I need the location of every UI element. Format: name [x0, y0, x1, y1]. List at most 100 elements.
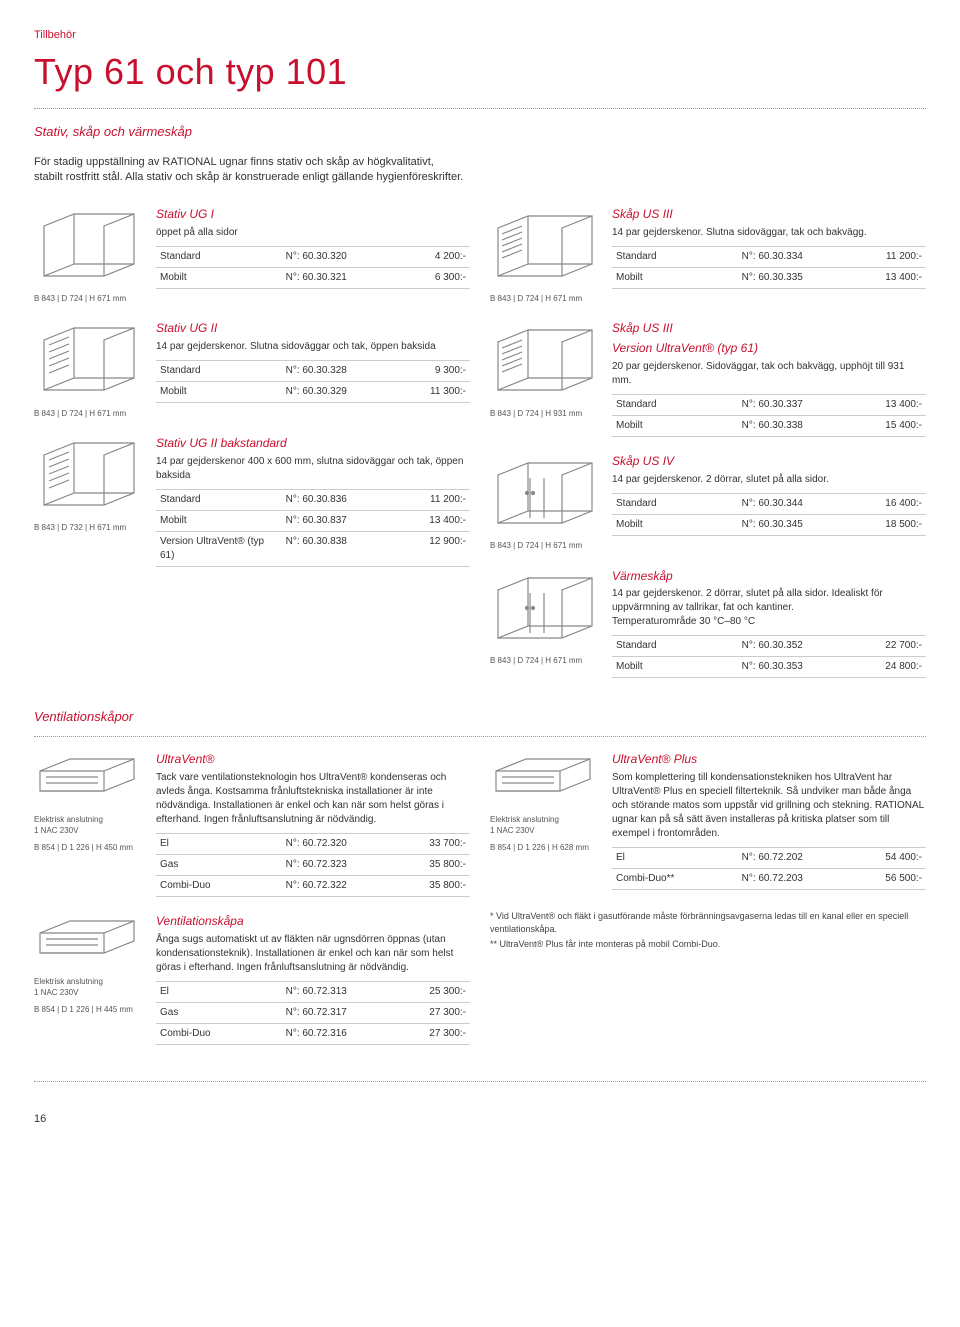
price-value: 11 200:- [395, 489, 470, 510]
divider [34, 736, 926, 737]
price-row: Version UltraVent® (typ 61) N°: 60.30.83… [156, 531, 470, 566]
price-row: El N°: 60.72.202 54 400:- [612, 848, 926, 869]
price-row: Standard N°: 60.30.334 11 200:- [612, 246, 926, 267]
price-row: Combi-Duo** N°: 60.72.203 56 500:- [612, 869, 926, 890]
product-dimensions: B 843 | D 724 | H 931 mm [490, 408, 600, 419]
article-number: N°: 60.72.313 [282, 982, 395, 1003]
price-value: 13 400:- [851, 394, 926, 415]
price-value: 54 400:- [851, 848, 926, 869]
price-value: 22 700:- [851, 636, 926, 657]
article-number: N°: 60.72.317 [282, 1003, 395, 1024]
variant-label: Standard [612, 493, 738, 514]
price-table: El N°: 60.72.202 54 400:- Combi-Duo** N°… [612, 847, 926, 890]
product-entry: B 843 | D 724 | H 671 mm Skåp US III 14 … [490, 206, 926, 305]
section-subtitle: Stativ, skåp och värmeskåp [34, 123, 926, 141]
price-row: Standard N°: 60.30.328 9 300:- [156, 361, 470, 382]
variant-label: Gas [156, 1003, 282, 1024]
article-number: N°: 60.72.202 [738, 848, 851, 869]
product-illustration: B 843 | D 732 | H 671 mm [34, 435, 144, 567]
price-value: 27 300:- [395, 1024, 470, 1045]
product-illustration: B 843 | D 724 | H 671 mm [490, 568, 600, 679]
product-title: Skåp US III [612, 206, 926, 223]
price-row: Mobilt N°: 60.30.837 13 400:- [156, 510, 470, 531]
price-value: 4 200:- [395, 246, 470, 267]
footnote-line: * Vid UltraVent® och fläkt i gasutförand… [490, 910, 926, 935]
price-table: Standard N°: 60.30.344 16 400:- Mobilt N… [612, 493, 926, 536]
ventilation-title-item: UltraVent® [156, 751, 470, 768]
product-dimensions: B 843 | D 724 | H 671 mm [34, 293, 144, 304]
variant-label: Standard [612, 394, 738, 415]
variant-label: Mobilt [612, 415, 738, 436]
variant-label: Mobilt [612, 267, 738, 288]
variant-label: El [156, 982, 282, 1003]
electrical-meta: Elektrisk anslutning1 NAC 230V [34, 976, 144, 998]
ventilation-title-item: UltraVent® Plus [612, 751, 926, 768]
variant-label: Mobilt [612, 657, 738, 678]
price-row: Mobilt N°: 60.30.335 13 400:- [612, 267, 926, 288]
article-number: N°: 60.72.316 [282, 1024, 395, 1045]
article-number: N°: 60.30.836 [282, 489, 395, 510]
electrical-meta: Elektrisk anslutning1 NAC 230V [490, 814, 600, 836]
price-table: Standard N°: 60.30.836 11 200:- Mobilt N… [156, 489, 470, 567]
price-row: El N°: 60.72.320 33 700:- [156, 834, 470, 855]
product-illustration: B 843 | D 724 | H 671 mm [490, 206, 600, 305]
product-entry: B 843 | D 732 | H 671 mm Stativ UG II ba… [34, 435, 470, 567]
product-illustration: B 843 | D 724 | H 671 mm [34, 320, 144, 419]
price-row: Mobilt N°: 60.30.329 11 300:- [156, 382, 470, 403]
price-value: 18 500:- [851, 514, 926, 535]
product-description: öppet på alla sidor [156, 226, 470, 240]
price-row: Combi-Duo N°: 60.72.316 27 300:- [156, 1024, 470, 1045]
price-table: Standard N°: 60.30.320 4 200:- Mobilt N°… [156, 246, 470, 289]
product-entry: B 843 | D 724 | H 671 mm Skåp US IV 14 p… [490, 453, 926, 552]
variant-label: Standard [156, 489, 282, 510]
product-title: Skåp US III [612, 320, 926, 337]
ventilation-entry: Elektrisk anslutning1 NAC 230V B 854 | D… [490, 751, 926, 890]
variant-label: Combi-Duo [156, 1024, 282, 1045]
product-entry: B 843 | D 724 | H 931 mm Skåp US III Ver… [490, 320, 926, 437]
product-title: Stativ UG II bakstandard [156, 435, 470, 452]
article-number: N°: 60.30.334 [738, 246, 851, 267]
article-number: N°: 60.30.345 [738, 514, 851, 535]
variant-label: Mobilt [612, 514, 738, 535]
ventilation-entry: Elektrisk anslutning1 NAC 230V B 854 | D… [34, 913, 470, 1045]
price-value: 25 300:- [395, 982, 470, 1003]
ventilation-illustration: Elektrisk anslutning1 NAC 230V B 854 | D… [34, 751, 144, 897]
price-table: Standard N°: 60.30.334 11 200:- Mobilt N… [612, 246, 926, 289]
intro-text: För stadig uppställning av RATIONAL ugna… [34, 155, 464, 186]
product-illustration: B 843 | D 724 | H 671 mm [490, 453, 600, 552]
variant-label: Mobilt [156, 267, 282, 288]
product-title: Skåp US IV [612, 453, 926, 470]
category-eyebrow: Tillbehör [34, 28, 926, 43]
price-row: Mobilt N°: 60.30.321 6 300:- [156, 267, 470, 288]
footnote-line: ** UltraVent® Plus får inte monteras på … [490, 938, 926, 951]
article-number: N°: 60.30.337 [738, 394, 851, 415]
ventilation-illustration: Elektrisk anslutning1 NAC 230V B 854 | D… [490, 751, 600, 890]
variant-label: Standard [156, 246, 282, 267]
price-row: Combi-Duo N°: 60.72.322 35 800:- [156, 876, 470, 897]
ventilation-description: Som komplettering till kondensationstekn… [612, 771, 926, 841]
price-table: Standard N°: 60.30.337 13 400:- Mobilt N… [612, 394, 926, 437]
article-number: N°: 60.30.328 [282, 361, 395, 382]
stands-grid: B 843 | D 724 | H 671 mm Stativ UG I öpp… [34, 206, 926, 695]
product-dimensions: B 843 | D 732 | H 671 mm [34, 522, 144, 533]
product-description: 14 par gejderskenor. 2 dörrar, slutet på… [612, 587, 926, 629]
price-value: 6 300:- [395, 267, 470, 288]
product-description: 20 par gejderskenor. Sidoväggar, tak och… [612, 360, 926, 388]
ventilation-dimensions: B 854 | D 1 226 | H 450 mm [34, 842, 144, 853]
variant-label: El [156, 834, 282, 855]
price-value: 33 700:- [395, 834, 470, 855]
variant-label: Version UltraVent® (typ 61) [156, 531, 282, 566]
article-number: N°: 60.30.320 [282, 246, 395, 267]
price-value: 35 800:- [395, 876, 470, 897]
article-number: N°: 60.30.353 [738, 657, 851, 678]
price-table: El N°: 60.72.313 25 300:- Gas N°: 60.72.… [156, 981, 470, 1045]
article-number: N°: 60.30.338 [738, 415, 851, 436]
price-row: Standard N°: 60.30.344 16 400:- [612, 493, 926, 514]
ventilation-description: Ånga sugs automatiskt ut av fläkten när … [156, 933, 470, 975]
product-description: 14 par gejderskenor 400 x 600 mm, slutna… [156, 455, 470, 483]
divider [34, 108, 926, 109]
variant-label: Combi-Duo** [612, 869, 738, 890]
ventilation-title: Ventilationskåpor [34, 708, 926, 726]
product-title: Värmeskåp [612, 568, 926, 585]
price-value: 27 300:- [395, 1003, 470, 1024]
